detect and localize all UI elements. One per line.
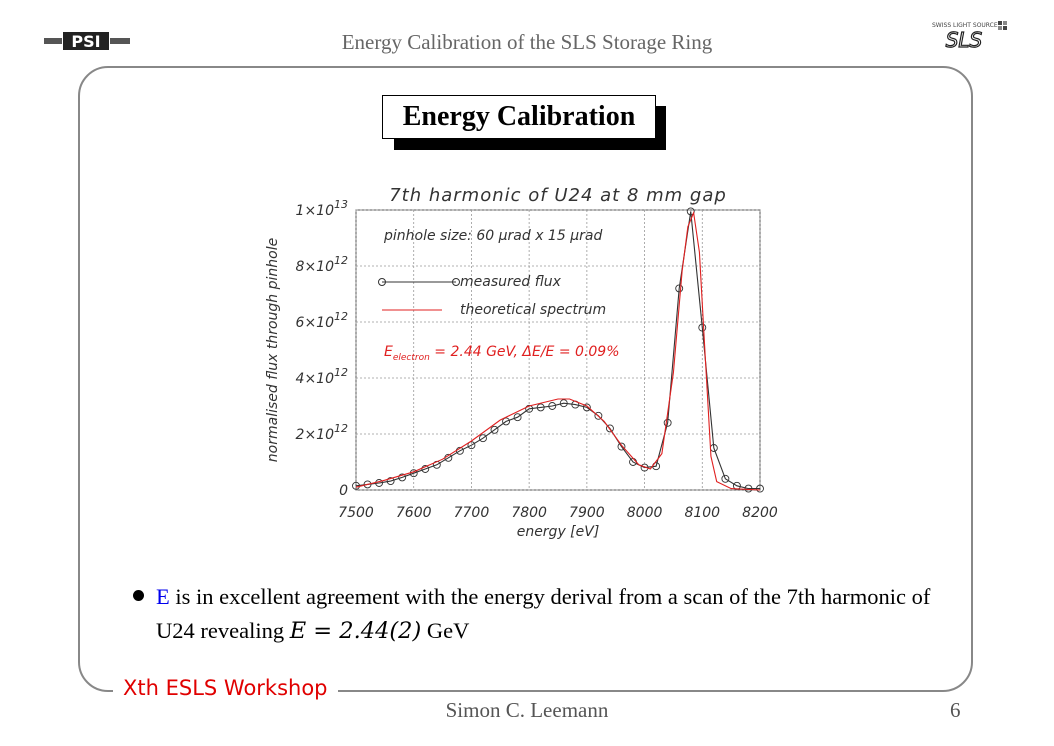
legend-measured-marker	[378, 278, 386, 286]
measured-flux-point	[536, 403, 545, 412]
flux-chart-svg: 7500 7600 7700 7800 7900 8000 8100 8200 0 2×1012 4…	[265, 185, 778, 540]
psi-logo: PSI	[44, 32, 130, 54]
header-title: Energy Calibration of the SLS Storage Ri…	[341, 30, 713, 54]
legend-measured-label: measured flux	[460, 274, 562, 290]
y-tick-label: 8×1012	[296, 254, 348, 275]
measured-flux-point	[490, 425, 499, 434]
measured-flux-point	[421, 465, 430, 473]
slide-title: Energy Calibration	[382, 95, 656, 139]
bullet-unit: GeV	[421, 618, 470, 643]
measured-flux-point	[721, 474, 730, 483]
x-tick-label: 8200	[742, 505, 778, 521]
svg-text:SLS: SLS	[946, 28, 983, 52]
measured-flux-line	[355, 211, 760, 490]
measured-flux-point	[582, 403, 591, 412]
svg-text:PSI: PSI	[71, 32, 100, 50]
chart-annotation: Eelectron = 2.44 GeV, ΔE/E = 0.09%	[384, 344, 620, 363]
bullet-body: is in excellent agreement with the energ…	[156, 584, 931, 643]
chart-subtitle: pinhole size: 60 μrad x 15 μrad	[383, 228, 602, 244]
theoretical-spectrum-line	[355, 210, 761, 491]
measured-flux-point	[398, 473, 407, 482]
sls-logo: SWISS LIGHT SOURCE SLS	[928, 20, 1008, 56]
y-tick-label: 4×1012	[296, 366, 348, 387]
measured-flux-point	[363, 480, 372, 489]
x-tick-label: 7800	[511, 505, 547, 521]
measured-flux-point	[698, 323, 707, 332]
measured-flux-point	[525, 404, 534, 413]
svg-text:SWISS LIGHT SOURCE: SWISS LIGHT SOURCE	[932, 22, 998, 29]
measured-flux-point	[386, 477, 395, 485]
measured-flux-point	[686, 207, 695, 216]
bullet-text: E is in excellent agreement with the ene…	[156, 580, 946, 648]
page-number: 6	[950, 698, 961, 722]
y-tick-label: 0	[339, 483, 348, 499]
y-axis-label: normalised flux through pinhole	[265, 238, 281, 462]
y-tick-label: 6×1012	[296, 310, 348, 331]
measured-flux-point	[559, 399, 568, 408]
measured-flux-point	[594, 411, 603, 420]
bullet-point	[133, 590, 144, 601]
measured-flux-point	[467, 441, 476, 450]
y-tick-label: 2×1012	[296, 422, 348, 443]
flux-chart: 7500 7600 7700 7800 7900 8000 8100 8200 0 2×1012 4…	[258, 178, 788, 552]
x-tick-label: 7600	[396, 505, 432, 521]
x-axis-label: energy [eV]	[517, 524, 600, 540]
measured-flux-point	[502, 417, 511, 426]
measured-flux-point	[479, 434, 487, 443]
measured-flux-point	[548, 402, 557, 410]
x-tick-label: 7700	[454, 505, 490, 521]
legend-measured-marker	[452, 278, 460, 286]
footer-author: Simon C. Leemann	[445, 698, 609, 722]
footer-workshop: Xth ESLS Workshop	[113, 676, 338, 700]
x-tick-label: 7900	[569, 505, 605, 521]
measured-flux-point	[756, 484, 764, 493]
x-tick-label: 8100	[684, 505, 720, 521]
bullet-highlight: E	[156, 584, 170, 609]
chart-title: 7th harmonic of U24 at 8 mm gap	[389, 185, 727, 206]
x-tick-label: 8000	[627, 505, 663, 521]
measured-flux-point	[605, 424, 614, 433]
measured-flux-point	[513, 413, 522, 422]
measured-flux-point	[663, 418, 672, 427]
legend-theory-label: theoretical spectrum	[460, 302, 606, 318]
measured-flux-point	[744, 484, 753, 493]
measured-flux-point	[675, 284, 684, 293]
bullet-math: E = 2.44(2)	[289, 618, 422, 644]
y-tick-label: 1×1013	[296, 198, 348, 219]
x-tick-label: 7500	[338, 505, 374, 521]
slide-frame	[78, 66, 973, 692]
measured-flux-point	[617, 442, 626, 451]
